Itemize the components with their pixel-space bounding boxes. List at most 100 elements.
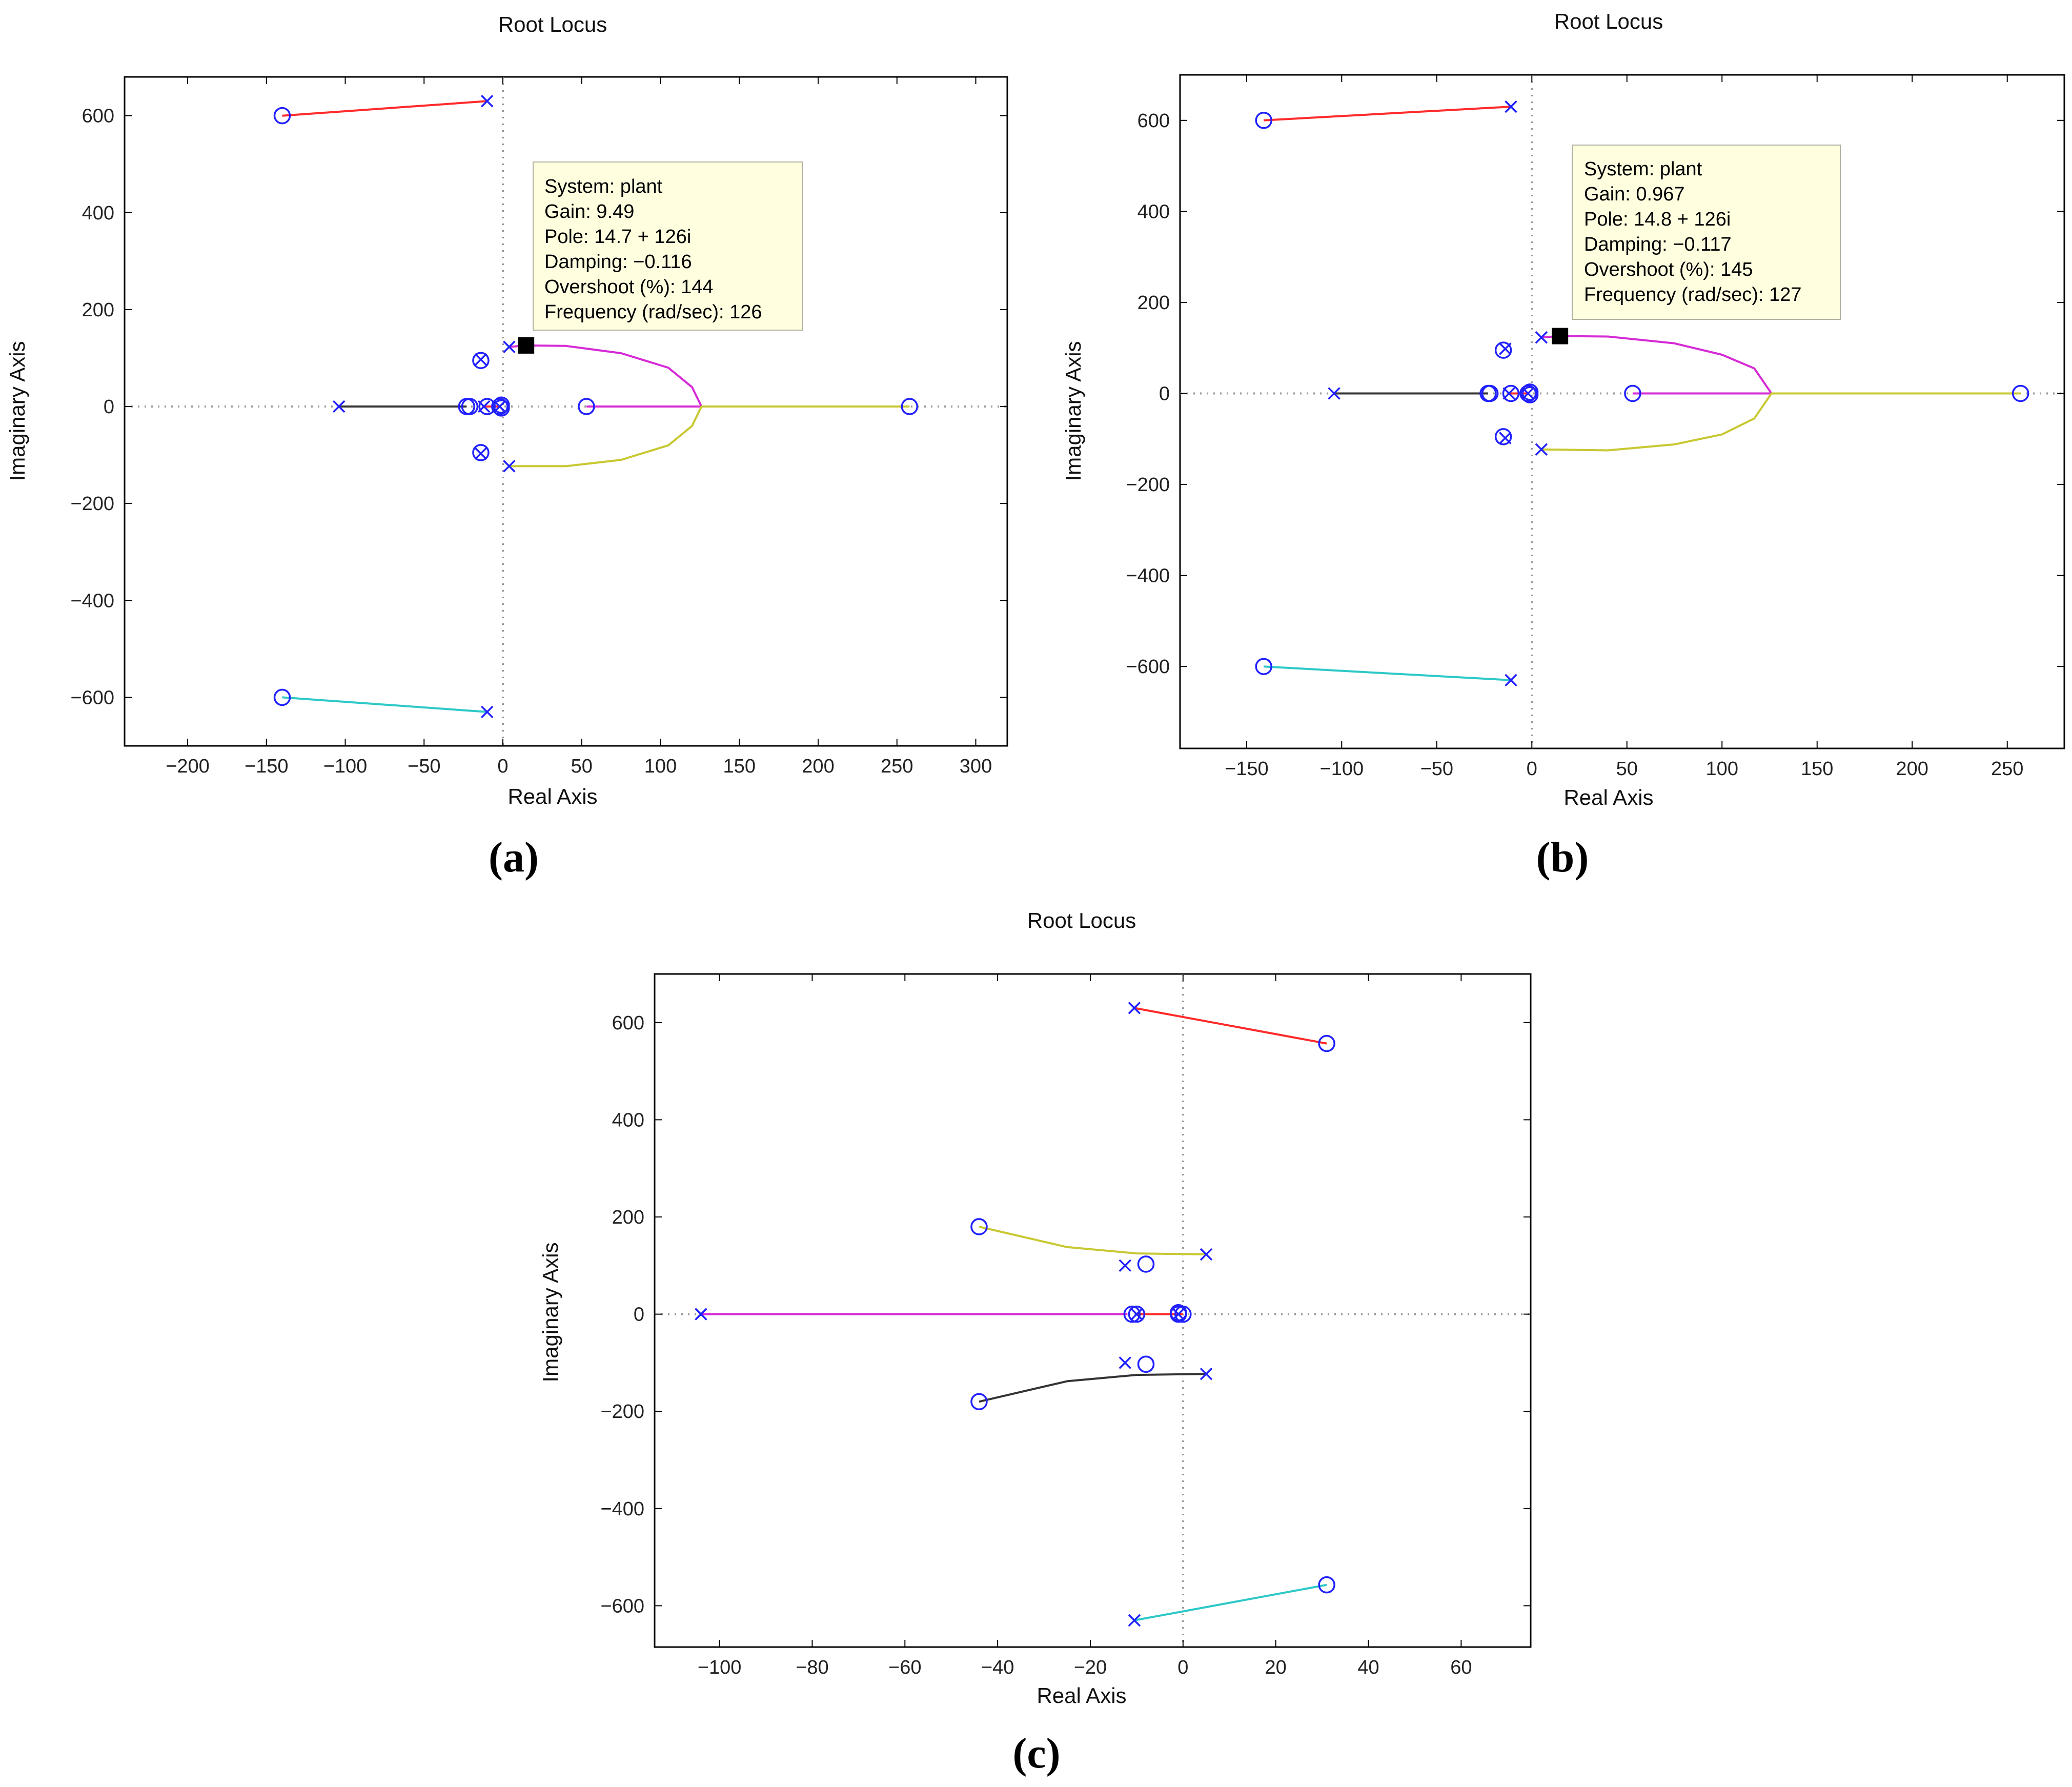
chart0-xtick-label: 100 bbox=[644, 756, 677, 777]
chart2-zero-marker bbox=[970, 1218, 988, 1235]
chart1-ytick-label: 400 bbox=[1137, 201, 1170, 222]
chart2-branch-cyan bbox=[1134, 1583, 1327, 1621]
chart2-xtick-label: 0 bbox=[1177, 1657, 1188, 1678]
chart1-zero-marker bbox=[1255, 658, 1272, 675]
panel-b: Root Locus −150 −100 −50 0 50 100 150 200 250 −60… bbox=[1061, 9, 2065, 881]
chart0-ytick-label: −600 bbox=[70, 687, 114, 708]
panel-a-title: Root Locus bbox=[498, 12, 607, 36]
chart1-datatip-marker[interactable] bbox=[1552, 328, 1569, 344]
panel-a-datatip-frequency: Frequency (rad/sec): 126 bbox=[544, 301, 762, 323]
chart2-pole-marker bbox=[1119, 1356, 1132, 1369]
chart0-pole-marker bbox=[474, 447, 487, 460]
chart2-xtick-label: 60 bbox=[1450, 1657, 1472, 1678]
chart0-ytick-label: 200 bbox=[82, 299, 114, 321]
chart0-zero-marker bbox=[273, 688, 291, 706]
chart1-zero-marker bbox=[1255, 112, 1272, 129]
chart2-zero-marker bbox=[1123, 1305, 1141, 1323]
chart2-zero-marker bbox=[1318, 1576, 1335, 1594]
panel-a-datatip-damping: Damping: −0.116 bbox=[544, 251, 692, 273]
chart0-pole-marker bbox=[503, 460, 516, 473]
chart2-pole-marker bbox=[1172, 1308, 1185, 1321]
panel-b-datatip-frequency: Frequency (rad/sec): 127 bbox=[1584, 284, 1802, 306]
chart0-zero-marker bbox=[901, 398, 919, 415]
panel-a-datatip-overshoot: Overshoot (%): 144 bbox=[544, 276, 713, 298]
chart1-xtick-label: 250 bbox=[1991, 758, 2023, 780]
chart1-ytick-label: −400 bbox=[1126, 565, 1170, 587]
chart1-zero-marker bbox=[2012, 384, 2029, 402]
chart2-pole-marker bbox=[1200, 1248, 1213, 1261]
chart0-pole-marker bbox=[477, 400, 491, 413]
panel-a-datatip: System: plant Gain: 9.49 Pole: 14.7 + 12… bbox=[533, 161, 803, 331]
chart0-xtick-label: 200 bbox=[802, 756, 834, 777]
chart1-ytick-label: 200 bbox=[1137, 292, 1170, 314]
chart0-pole-marker bbox=[474, 353, 487, 366]
chart2-zero-marker bbox=[970, 1393, 988, 1411]
chart0-xtick-label: −100 bbox=[323, 756, 368, 777]
chart0-zero-marker bbox=[472, 352, 490, 369]
chart0-branch-cyan bbox=[282, 696, 487, 713]
chart2-xtick-label: −20 bbox=[1074, 1657, 1107, 1678]
chart1-pole-marker bbox=[1502, 387, 1516, 400]
chart2-ytick-label: 0 bbox=[634, 1304, 644, 1326]
chart0-zero-marker bbox=[578, 398, 595, 415]
chart1-ytick-label: −600 bbox=[1126, 656, 1170, 678]
chart2-ytick-label: −400 bbox=[600, 1498, 644, 1520]
panel-b-ylabel: Imaginary Axis bbox=[1061, 341, 1085, 481]
chart1-pole-marker bbox=[1505, 674, 1517, 687]
chart1-xtick-label: 200 bbox=[1896, 758, 1928, 780]
chart2-branch-black bbox=[979, 1373, 1207, 1403]
chart0-xtick-label: −150 bbox=[245, 756, 289, 777]
panel-a-label: (a) bbox=[489, 834, 539, 881]
chart0-datatip-marker[interactable] bbox=[518, 337, 535, 354]
chart0-xtick-label: 50 bbox=[571, 756, 593, 777]
chart2-xtick-label: −60 bbox=[888, 1657, 921, 1678]
chart0-zero-marker bbox=[461, 398, 479, 415]
chart2-pole-marker bbox=[1200, 1367, 1213, 1380]
chart1-pole-marker bbox=[1328, 387, 1340, 400]
panel-b-datatip-box bbox=[1572, 145, 1841, 320]
chart0-ytick-label: −200 bbox=[70, 493, 114, 515]
chart0-pole-marker bbox=[332, 400, 346, 413]
chart1-zero-marker bbox=[1494, 341, 1512, 359]
chart2-zero-marker bbox=[1128, 1305, 1146, 1323]
chart1-zero-marker bbox=[1494, 428, 1512, 445]
panel-a-label-letter: a bbox=[503, 834, 524, 881]
chart2-branch-red bbox=[1134, 1007, 1327, 1045]
panel-b-datatip-system: System: plant bbox=[1584, 158, 1702, 180]
chart1-zero-marker bbox=[1481, 384, 1499, 402]
chart1-pole-marker bbox=[1521, 387, 1535, 400]
chart1-xtick-label: −100 bbox=[1320, 758, 1364, 780]
panel-c-label: (c) bbox=[1012, 1730, 1060, 1777]
chart2-pole-marker bbox=[1128, 1002, 1141, 1014]
chart1-ytick-label: 600 bbox=[1137, 110, 1170, 132]
chart1-xtick-label: −150 bbox=[1225, 758, 1269, 780]
panel-a-xlabel: Real Axis bbox=[507, 784, 597, 808]
chart2-zero-marker bbox=[1137, 1355, 1155, 1373]
chart0-xtick-label: 150 bbox=[723, 756, 756, 777]
chart1-pole-marker bbox=[1499, 342, 1512, 355]
chart0-zero-marker bbox=[493, 399, 510, 417]
chart0-ytick-label: 600 bbox=[82, 106, 114, 127]
chart1-branch-cyan bbox=[1264, 665, 1511, 681]
panel-a-datatip-gain: Gain: 9.49 bbox=[544, 201, 634, 222]
panel-a-plot: −200 −150 −100 −50 0 50 100 150 200 250 300 −600 −40… bbox=[70, 77, 1007, 777]
chart1-xtick-label: 150 bbox=[1801, 758, 1833, 780]
chart0-pole-marker bbox=[481, 95, 494, 108]
panel-c-axes bbox=[654, 973, 1532, 1648]
chart0-zero-marker bbox=[472, 444, 490, 461]
chart1-pole-marker bbox=[1535, 443, 1548, 456]
panel-a: Root Locus −200 −150 −100 −50 0 50 100 150 200 25… bbox=[5, 12, 1008, 881]
chart1-pole-marker bbox=[1499, 432, 1512, 444]
chart2-pole-marker bbox=[1119, 1259, 1132, 1272]
panel-a-datatip-box bbox=[533, 161, 803, 331]
chart1-xtick-label: 100 bbox=[1706, 758, 1738, 780]
chart2-xtick-label: −40 bbox=[981, 1657, 1014, 1678]
chart0-branch-red bbox=[282, 100, 487, 117]
chart2-xtick-label: −80 bbox=[796, 1657, 828, 1678]
chart1-xtick-label: 0 bbox=[1527, 758, 1537, 780]
chart1-branch-yellow bbox=[1541, 392, 2021, 452]
chart0-xtick-label: 250 bbox=[881, 756, 913, 777]
chart2-ytick-label: −200 bbox=[600, 1401, 644, 1423]
chart2-branch-yellow bbox=[979, 1226, 1207, 1255]
chart0-xtick-label: −50 bbox=[408, 756, 440, 777]
